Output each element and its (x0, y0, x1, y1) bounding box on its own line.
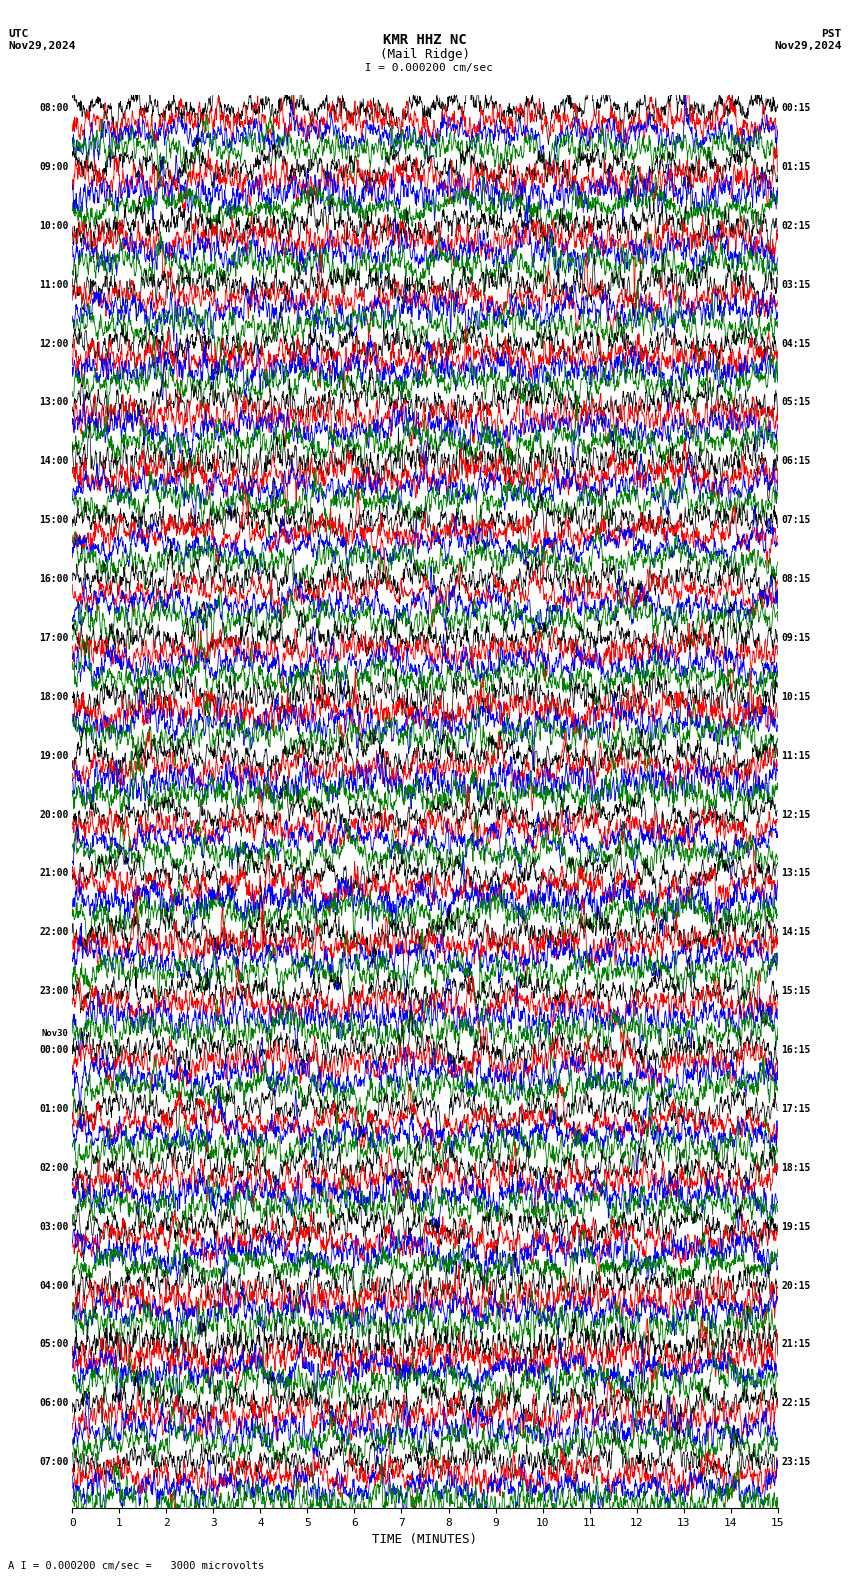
Text: KMR HHZ NC: KMR HHZ NC (383, 33, 467, 48)
Text: (Mail Ridge): (Mail Ridge) (380, 48, 470, 60)
Text: 23:00: 23:00 (39, 987, 69, 996)
Text: 02:00: 02:00 (39, 1163, 69, 1172)
Text: 01:00: 01:00 (39, 1104, 69, 1114)
Text: 05:15: 05:15 (781, 398, 811, 407)
Text: Nov29,2024: Nov29,2024 (774, 41, 842, 51)
Text: 06:00: 06:00 (39, 1399, 69, 1408)
Text: 03:15: 03:15 (781, 280, 811, 290)
Text: 16:00: 16:00 (39, 573, 69, 584)
Text: 15:00: 15:00 (39, 515, 69, 526)
Text: 13:00: 13:00 (39, 398, 69, 407)
Text: 04:15: 04:15 (781, 339, 811, 348)
Text: 21:15: 21:15 (781, 1340, 811, 1350)
Text: 05:00: 05:00 (39, 1340, 69, 1350)
Text: 13:15: 13:15 (781, 868, 811, 879)
Text: 19:15: 19:15 (781, 1221, 811, 1232)
Text: 06:15: 06:15 (781, 456, 811, 466)
Text: 22:15: 22:15 (781, 1399, 811, 1408)
Text: 03:00: 03:00 (39, 1221, 69, 1232)
Text: 09:00: 09:00 (39, 162, 69, 173)
Text: Nov30: Nov30 (42, 1028, 69, 1038)
Text: A I = 0.000200 cm/sec =   3000 microvolts: A I = 0.000200 cm/sec = 3000 microvolts (8, 1562, 264, 1571)
Text: 08:00: 08:00 (39, 103, 69, 112)
Text: 18:00: 18:00 (39, 692, 69, 702)
Text: 00:15: 00:15 (781, 103, 811, 112)
Text: 20:00: 20:00 (39, 809, 69, 819)
Text: 17:00: 17:00 (39, 634, 69, 643)
Text: 22:00: 22:00 (39, 927, 69, 938)
Text: 15:15: 15:15 (781, 987, 811, 996)
Text: 10:00: 10:00 (39, 220, 69, 231)
Text: 12:15: 12:15 (781, 809, 811, 819)
Text: 08:15: 08:15 (781, 573, 811, 584)
Text: 07:00: 07:00 (39, 1457, 69, 1467)
Text: 20:15: 20:15 (781, 1280, 811, 1291)
Text: PST: PST (821, 29, 842, 38)
Text: 00:00: 00:00 (39, 1045, 69, 1055)
Text: 07:15: 07:15 (781, 515, 811, 526)
Text: 16:15: 16:15 (781, 1045, 811, 1055)
Text: UTC: UTC (8, 29, 29, 38)
Text: 11:15: 11:15 (781, 751, 811, 760)
Text: 10:15: 10:15 (781, 692, 811, 702)
Text: 19:00: 19:00 (39, 751, 69, 760)
Text: 01:15: 01:15 (781, 162, 811, 173)
Text: 14:15: 14:15 (781, 927, 811, 938)
Text: 21:00: 21:00 (39, 868, 69, 879)
Text: 09:15: 09:15 (781, 634, 811, 643)
Text: 17:15: 17:15 (781, 1104, 811, 1114)
Text: 12:00: 12:00 (39, 339, 69, 348)
Text: 02:15: 02:15 (781, 220, 811, 231)
Text: 04:00: 04:00 (39, 1280, 69, 1291)
X-axis label: TIME (MINUTES): TIME (MINUTES) (372, 1533, 478, 1546)
Text: I = 0.000200 cm/sec: I = 0.000200 cm/sec (358, 63, 492, 73)
Text: 14:00: 14:00 (39, 456, 69, 466)
Text: 11:00: 11:00 (39, 280, 69, 290)
Text: Nov29,2024: Nov29,2024 (8, 41, 76, 51)
Text: 18:15: 18:15 (781, 1163, 811, 1172)
Text: 23:15: 23:15 (781, 1457, 811, 1467)
